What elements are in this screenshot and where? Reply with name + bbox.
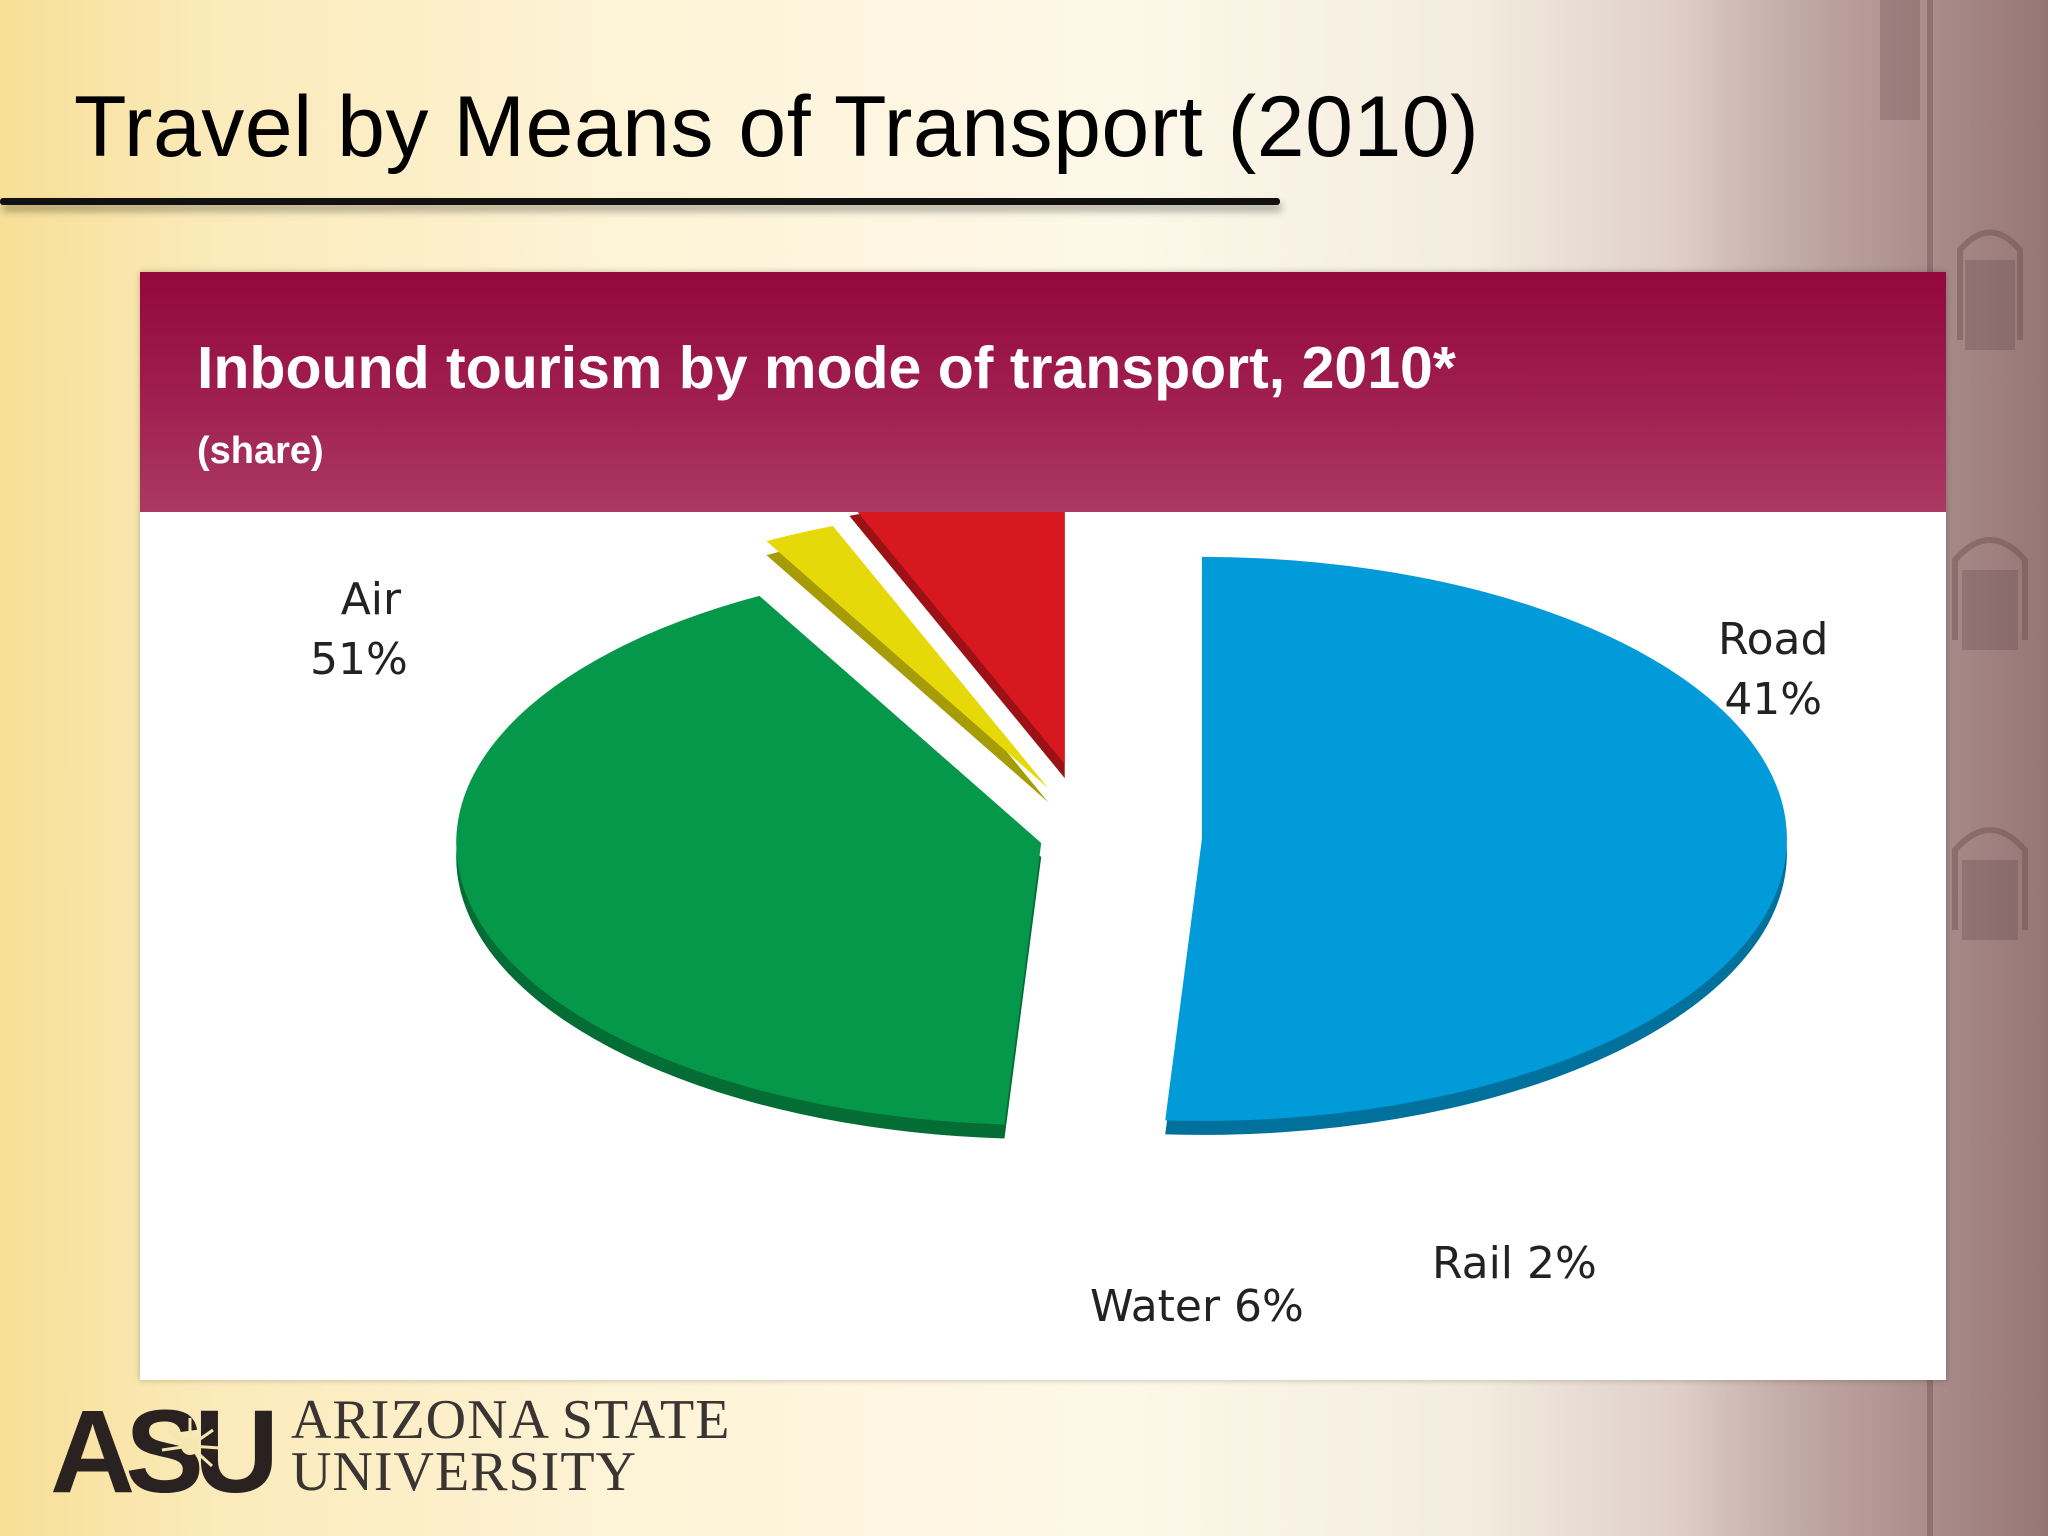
slice-label-road-value: 41% (1724, 674, 1823, 725)
asu-logo-line2: UNIVERSITY (291, 1441, 637, 1503)
asu-logo: ASU ARIZONA STATE UNIVERSITY (48, 1388, 729, 1518)
svg-text:ASU: ASU (50, 1396, 273, 1506)
pie-slice-road (456, 595, 1042, 1125)
pie-slice-air (1165, 556, 1787, 1121)
chart-title: Inbound tourism by mode of transport, 20… (197, 335, 1456, 401)
chart-subtitle: (share) (197, 430, 324, 472)
slice-label-air-value: 51% (310, 634, 408, 685)
slide-title: Travel by Means of Transport (2010) (74, 79, 1480, 175)
chart-header-band: Inbound tourism by mode of transport, 20… (140, 272, 1946, 512)
pie-slice-rail-edge (766, 540, 1049, 803)
title-underline (0, 198, 1280, 205)
pie-chart (456, 512, 1787, 1139)
slice-label-air-name: Air (340, 574, 402, 625)
slice-label-air: Air 51% (310, 570, 408, 690)
slice-label-road: Road 41% (1718, 610, 1828, 730)
asu-logo-line1: ARIZONA STATE (291, 1389, 731, 1451)
slice-label-road-name: Road (1718, 614, 1829, 665)
slice-label-rail: Rail 2% (1432, 1238, 1597, 1289)
slice-label-water: Water 6% (1090, 1281, 1304, 1332)
chart-panel: Inbound tourism by mode of transport, 20… (140, 272, 1946, 1380)
pie-slice-water (857, 512, 1065, 765)
asu-logo-mark: ASU (50, 1396, 283, 1506)
pie-slice-rail (766, 526, 1049, 789)
